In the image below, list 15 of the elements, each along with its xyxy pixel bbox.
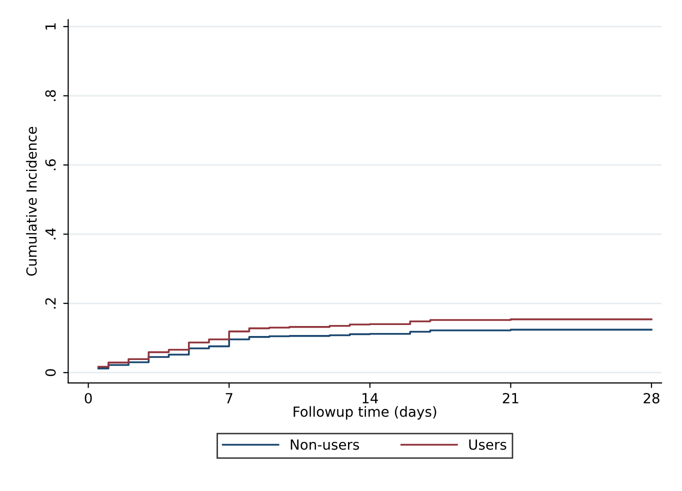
y-tick-label: 0 bbox=[45, 369, 56, 376]
x-tick-label: 28 bbox=[644, 392, 660, 404]
legend-label: Non-users bbox=[290, 440, 360, 450]
y-tick-label: .6 bbox=[45, 159, 56, 170]
x-axis-title: Followup time (days) bbox=[294, 406, 436, 420]
x-tick-label: 0 bbox=[84, 392, 92, 404]
x-tick-label: 7 bbox=[226, 393, 232, 404]
y-tick-label: 1 bbox=[45, 23, 56, 30]
y-tick-label: .8 bbox=[45, 90, 56, 101]
legend-label: Users bbox=[469, 440, 506, 450]
x-tick-label: 14 bbox=[362, 393, 378, 404]
y-axis-title: Cumulative Incidence bbox=[26, 126, 37, 276]
y-tick-label: .4 bbox=[45, 228, 56, 240]
y-tick-label: .2 bbox=[45, 298, 56, 309]
x-tick-label: 21 bbox=[502, 392, 518, 404]
